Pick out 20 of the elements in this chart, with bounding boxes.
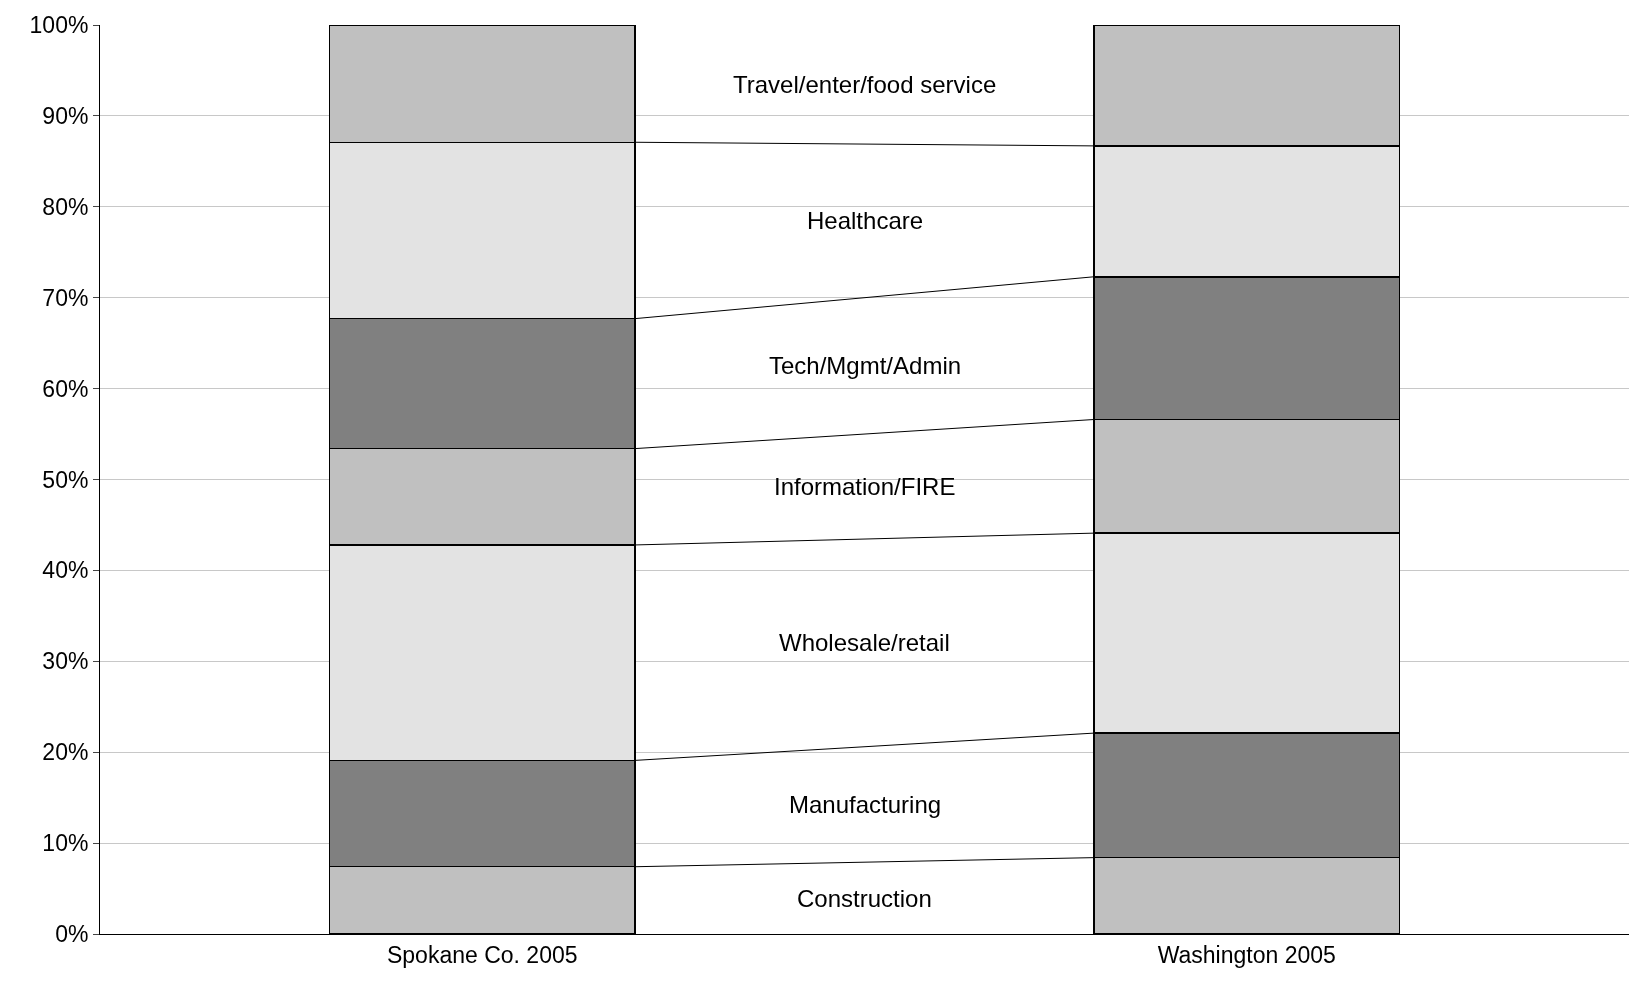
y-tick-label: 70% — [42, 284, 89, 311]
y-tick-label: 80% — [42, 193, 89, 220]
annotation: Information/FIRE — [774, 473, 956, 500]
y-tick-label: 40% — [42, 557, 89, 584]
y-tick-label: 100% — [29, 12, 89, 39]
y-tick-label: 50% — [42, 466, 89, 493]
annotation: Manufacturing — [789, 791, 942, 818]
y-tick-label: 10% — [42, 830, 89, 857]
annotation: Construction — [797, 885, 932, 912]
x-tick-label: Washington 2005 — [1157, 941, 1336, 968]
y-tick-label: 0% — [55, 921, 89, 948]
annotation: Healthcare — [807, 207, 924, 234]
y-tick-label: 30% — [42, 648, 89, 675]
annotation: Wholesale/retail — [779, 629, 950, 656]
x-tick-label: Spokane Co. 2005 — [386, 941, 578, 968]
annotation: Travel/enter/food service — [733, 71, 997, 98]
annotation: Tech/Mgmt/Admin — [769, 352, 962, 379]
y-tick-label: 60% — [42, 375, 89, 402]
y-tick-label: 90% — [42, 102, 89, 129]
y-tick-label: 20% — [42, 739, 89, 766]
